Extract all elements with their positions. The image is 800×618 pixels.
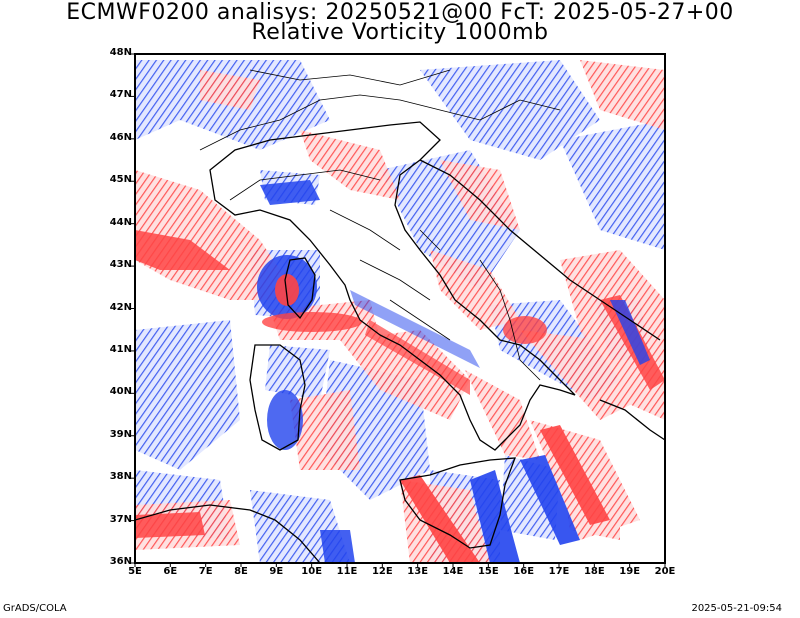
- corsica-coast: [284, 257, 316, 320]
- lat-label: 44N: [109, 216, 132, 228]
- axis-ticks: [131, 53, 666, 567]
- lat-label: 40N: [109, 386, 132, 398]
- sardinia-coast: [249, 344, 306, 451]
- lat-label: 45N: [109, 174, 132, 186]
- sicily-coast: [399, 457, 516, 549]
- lat-label: 41N: [109, 343, 132, 355]
- lon-label: 13E: [407, 566, 429, 577]
- lon-label: 11E: [336, 566, 358, 577]
- lat-label: 43N: [109, 259, 132, 271]
- tunisia-coast: [135, 504, 321, 563]
- lon-label: 7E: [198, 566, 213, 577]
- lat-label: 36N: [109, 556, 132, 567]
- coastlines: [135, 69, 665, 563]
- lon-label: 5E: [128, 566, 142, 577]
- lon-label: 16E: [513, 566, 535, 577]
- lon-label: 20E: [654, 566, 676, 577]
- greece-coast: [599, 399, 665, 441]
- lat-label: 42N: [109, 301, 132, 313]
- lon-label: 15E: [477, 566, 499, 577]
- lon-label: 9E: [269, 566, 284, 577]
- lat-label: 37N: [109, 513, 132, 525]
- lon-label: 6E: [163, 566, 178, 577]
- italy-coast: [209, 121, 576, 451]
- borders: [199, 69, 561, 381]
- footer-timestamp: 2025-05-21-09:54: [691, 603, 782, 614]
- lon-label: 14E: [442, 566, 464, 577]
- lat-label: 47N: [109, 89, 132, 101]
- footer-software: GrADS/COLA: [3, 603, 67, 614]
- lat-label: 48N: [109, 47, 132, 58]
- lon-label: 19E: [619, 566, 641, 577]
- contour-field: [135, 54, 665, 563]
- map-subtitle: Relative Vorticity 1000mb: [251, 20, 549, 45]
- lon-label: 18E: [583, 566, 605, 577]
- lon-label: 10E: [301, 566, 323, 577]
- lon-label: 17E: [548, 566, 570, 577]
- lat-label: 39N: [109, 428, 132, 440]
- map-title: ECMWF0200 analisys: 20250521@00 FcT: 202…: [66, 0, 734, 25]
- lat-label: 46N: [109, 131, 132, 143]
- lon-label: 8E: [234, 566, 248, 577]
- lon-label: 12E: [371, 566, 393, 577]
- balkan-coast: [419, 159, 661, 341]
- lat-label: 38N: [109, 471, 132, 483]
